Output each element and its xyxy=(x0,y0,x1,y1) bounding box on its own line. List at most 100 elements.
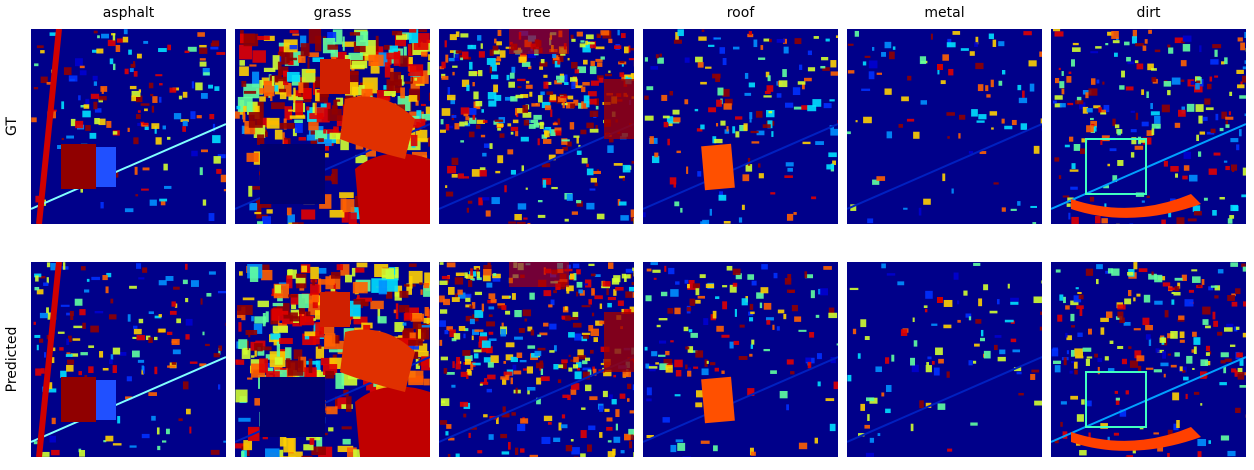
texture xyxy=(723,221,731,224)
texture xyxy=(646,398,652,402)
texture xyxy=(729,284,737,293)
texture xyxy=(776,93,782,98)
texture xyxy=(1197,438,1207,447)
texture xyxy=(464,272,468,279)
texture xyxy=(735,273,742,280)
texture xyxy=(223,440,226,443)
texture xyxy=(455,453,460,457)
texture xyxy=(512,364,517,370)
texture xyxy=(427,61,430,76)
texture xyxy=(342,438,351,445)
texture xyxy=(1175,173,1179,178)
texture xyxy=(646,86,654,91)
texture xyxy=(1163,160,1168,167)
texture xyxy=(658,340,667,344)
texture xyxy=(801,82,805,90)
texture xyxy=(543,74,548,78)
texture xyxy=(312,57,324,63)
texture xyxy=(245,329,258,336)
texture xyxy=(528,65,532,70)
texture xyxy=(1109,148,1117,152)
texture xyxy=(341,210,349,223)
texture xyxy=(497,29,502,37)
texture xyxy=(480,381,489,385)
texture xyxy=(415,100,419,106)
texture xyxy=(1064,144,1070,148)
texture xyxy=(1113,432,1120,436)
texture xyxy=(687,367,692,373)
texture xyxy=(1032,222,1037,224)
texture xyxy=(412,318,422,330)
texture xyxy=(1191,349,1196,353)
texture xyxy=(568,354,571,357)
texture xyxy=(1071,216,1079,224)
texture xyxy=(1012,349,1021,353)
texture xyxy=(973,262,981,266)
texture xyxy=(881,52,887,57)
canopy-b xyxy=(509,262,569,287)
texture xyxy=(589,66,597,75)
texture xyxy=(931,360,935,365)
texture xyxy=(46,277,49,284)
texture xyxy=(994,335,1002,338)
dark-lot xyxy=(260,144,325,204)
texture xyxy=(516,112,519,118)
texture xyxy=(327,108,342,121)
texture xyxy=(94,108,102,113)
texture xyxy=(370,300,384,310)
texture xyxy=(415,358,420,370)
texture xyxy=(1088,88,1098,96)
texture xyxy=(426,308,430,325)
texture xyxy=(906,118,915,122)
texture xyxy=(527,345,536,349)
texture xyxy=(630,217,634,222)
texture xyxy=(793,106,803,110)
texture xyxy=(543,322,549,327)
texture xyxy=(1123,321,1131,326)
texture xyxy=(329,209,345,218)
texture xyxy=(1213,152,1221,156)
texture xyxy=(1244,113,1246,117)
texture xyxy=(684,99,689,105)
texture xyxy=(720,120,726,126)
texture xyxy=(1114,52,1118,57)
texture xyxy=(124,208,134,213)
texture xyxy=(566,193,573,201)
texture xyxy=(574,371,582,380)
texture xyxy=(279,223,282,224)
texture xyxy=(1017,84,1022,91)
texture xyxy=(744,92,752,96)
texture xyxy=(931,323,938,326)
texture xyxy=(488,338,497,342)
column-title: dirt xyxy=(1136,5,1161,21)
texture xyxy=(472,362,481,366)
texture xyxy=(70,353,79,357)
texture xyxy=(504,185,507,193)
texture xyxy=(488,434,494,440)
texture xyxy=(622,177,625,181)
texture xyxy=(66,364,74,372)
texture xyxy=(331,174,335,182)
texture xyxy=(34,273,42,278)
texture xyxy=(308,358,313,374)
texture xyxy=(646,434,654,439)
texture xyxy=(657,57,664,64)
texture xyxy=(1150,111,1160,116)
texture xyxy=(1130,110,1135,113)
texture xyxy=(1182,175,1188,180)
texture xyxy=(375,35,379,52)
texture xyxy=(753,39,758,48)
texture xyxy=(573,273,577,281)
texture xyxy=(590,177,598,183)
texture xyxy=(271,102,285,110)
texture xyxy=(349,32,361,36)
texture xyxy=(36,289,44,295)
texture xyxy=(685,346,690,350)
texture xyxy=(485,210,491,217)
texture xyxy=(1221,61,1225,65)
texture xyxy=(342,41,356,47)
texture xyxy=(544,105,552,111)
texture xyxy=(529,292,535,300)
texture xyxy=(1184,299,1194,307)
texture xyxy=(855,120,858,123)
